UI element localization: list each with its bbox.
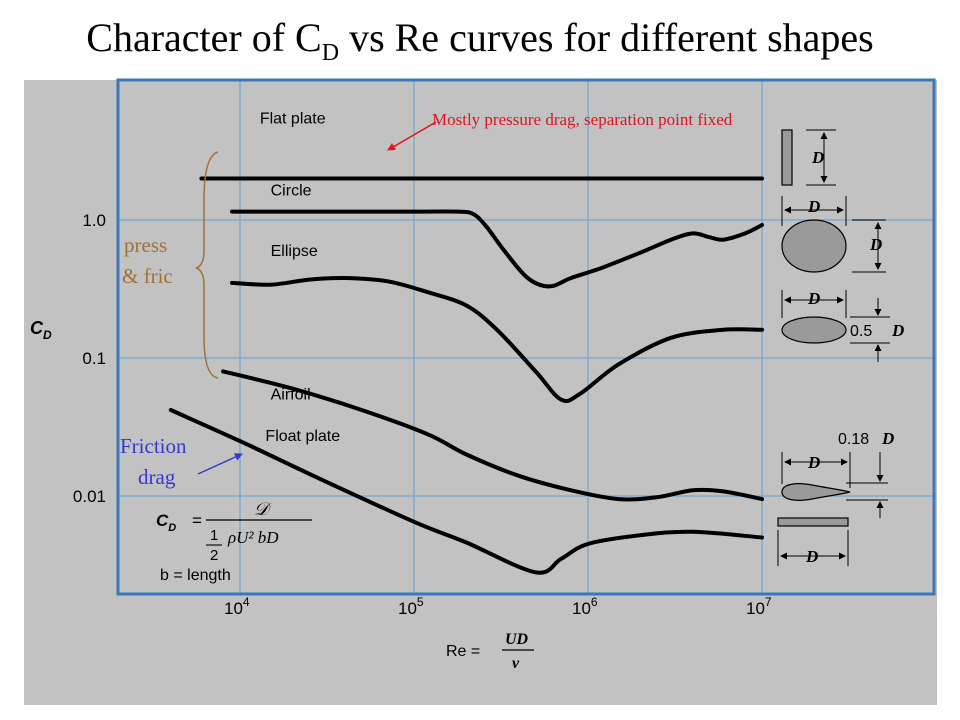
y-tick-label-1: 0.1 xyxy=(82,349,106,368)
friction-drag-label-1: Friction xyxy=(120,434,187,458)
x-tick-label-0: 104 xyxy=(224,595,250,618)
y-tick-label-0: 1.0 xyxy=(82,211,106,230)
x-tick-label-1: 105 xyxy=(398,595,424,618)
circle-side-d-label: D xyxy=(869,235,882,254)
press-fric-brace xyxy=(195,151,219,379)
ellipse-label: Ellipse xyxy=(271,243,318,260)
circle-shape xyxy=(781,219,847,273)
title-subscript: D xyxy=(321,40,340,66)
airfoil-thick-d-label: D xyxy=(881,429,894,448)
ellipse-side-label: 0.5 xyxy=(850,323,872,340)
y-tick-label-2: 0.01 xyxy=(73,487,106,506)
float-plate-d-label: D xyxy=(805,547,818,566)
formula-one: 1 xyxy=(210,527,218,544)
airfoil-thick-label: 0.18 xyxy=(838,431,869,448)
formula-equals: = xyxy=(192,511,202,530)
x-tick-label-3: 107 xyxy=(746,595,772,618)
circle-curve xyxy=(230,209,764,289)
x-tick-label-2: 106 xyxy=(572,595,598,618)
title-text: Character of C xyxy=(86,15,322,60)
airfoil-chord-d-label: D xyxy=(807,453,820,472)
re-label: Re = xyxy=(446,643,480,660)
formula-denominator: ρU² bD xyxy=(227,528,279,547)
flat-plate-label: Flat plate xyxy=(260,111,326,128)
shape-sketches: D D D D 0.5 D D 0.18 D xyxy=(777,129,904,566)
formula-cd: CD xyxy=(156,511,176,534)
ellipse-side-d-label: D xyxy=(891,321,904,340)
plot-frame xyxy=(116,78,936,596)
ellipse-curve xyxy=(230,275,764,404)
friction-drag-label-2: drag xyxy=(138,465,176,489)
flat-plate-shape xyxy=(781,129,793,186)
circle-top-d-label: D xyxy=(807,197,820,216)
press-fric-label-2: & fric xyxy=(122,264,173,288)
cd-formula: CD = 𝒟 1 2 ρU² bD b = length xyxy=(156,499,312,584)
re-formula: Re = UD ν xyxy=(446,631,534,672)
curve-labels: Flat plate Circle Ellipse Airfoil Float plat… xyxy=(260,111,340,446)
float-plate-curve xyxy=(168,408,764,575)
re-denominator: ν xyxy=(512,655,520,672)
curves xyxy=(168,176,764,575)
pressure-arrow xyxy=(387,121,437,151)
friction-arrow xyxy=(197,453,243,475)
formula-b-length: b = length xyxy=(160,567,231,584)
airfoil-curve xyxy=(221,369,764,502)
chart-panel xyxy=(24,80,937,705)
float-plate-shape xyxy=(777,517,849,527)
y-axis-label: CD xyxy=(30,318,52,342)
float-plate-label: Float plate xyxy=(265,428,340,445)
formula-two: 2 xyxy=(210,547,218,564)
x-tick-labels: 104 105 106 107 xyxy=(224,595,772,618)
re-numerator: UD xyxy=(505,631,529,648)
press-fric-label-1: press xyxy=(124,233,167,257)
ellipse-shape xyxy=(781,316,847,344)
circle-label: Circle xyxy=(271,183,312,200)
formula-drag-symbol: 𝒟 xyxy=(254,499,272,519)
title-text-rest: vs Re curves for different shapes xyxy=(339,15,874,60)
page-title: Character of CD vs Re curves for differe… xyxy=(0,14,960,67)
flat-plate-d-label: D xyxy=(811,148,824,167)
airfoil-label: Airfoil xyxy=(271,387,311,404)
airfoil-shape xyxy=(781,483,851,501)
y-tick-labels: 1.0 0.1 0.01 xyxy=(73,211,106,506)
ellipse-top-d-label: D xyxy=(807,289,820,308)
pressure-drag-annotation: Mostly pressure drag, separation point f… xyxy=(432,110,733,129)
